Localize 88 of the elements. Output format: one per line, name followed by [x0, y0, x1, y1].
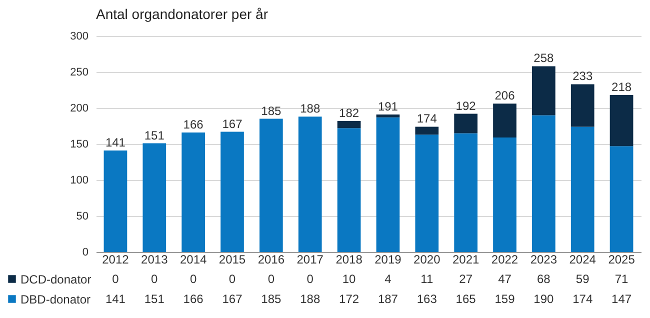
- y-tick-label: 150: [70, 138, 88, 150]
- total-label: 185: [261, 104, 282, 118]
- x-tick-label: 2013: [141, 252, 168, 266]
- bar: [220, 132, 244, 252]
- bar: [532, 115, 556, 252]
- bar: [454, 114, 478, 134]
- x-tick-label: 2024: [569, 252, 596, 266]
- y-tick-label: 100: [70, 174, 88, 186]
- data-label: 0: [306, 272, 314, 286]
- legend-label: DCD-donator: [20, 272, 92, 286]
- bar: [376, 114, 400, 118]
- legend-label: DBD-donator: [20, 292, 91, 306]
- bar: [493, 138, 516, 252]
- y-tick-label: 50: [76, 210, 88, 222]
- bar: [415, 126, 439, 135]
- y-tick-label: 0: [82, 246, 88, 258]
- total-label: 258: [534, 51, 554, 66]
- data-label: 185: [261, 292, 282, 306]
- data-label: 0: [268, 272, 275, 286]
- data-label: 0: [190, 272, 197, 286]
- total-label: 233: [572, 69, 593, 84]
- data-label: 10: [342, 272, 356, 286]
- bar: [182, 132, 205, 252]
- bar: [570, 84, 594, 127]
- data-label: 59: [576, 272, 590, 286]
- data-label: 71: [614, 272, 629, 286]
- bar: [298, 116, 322, 252]
- bar: [260, 118, 283, 252]
- data-label: 0: [228, 272, 236, 286]
- data-label: 0: [112, 272, 120, 286]
- x-tick-label: 2019: [374, 252, 402, 266]
- x-tick-label: 2023: [530, 252, 558, 266]
- data-label: 47: [498, 272, 512, 286]
- total-label: 141: [105, 135, 126, 150]
- total-label: 206: [494, 88, 516, 103]
- total-label: 192: [456, 98, 476, 113]
- bar: [415, 134, 439, 252]
- chart-title: Antal organdonatorer per år: [96, 6, 268, 22]
- bar: [104, 150, 128, 252]
- x-tick-label: 2017: [296, 252, 324, 266]
- data-label: 0: [151, 272, 158, 286]
- total-label: 151: [144, 128, 165, 142]
- data-label: 167: [222, 292, 243, 306]
- x-tick-label: 2015: [218, 252, 246, 266]
- bar: [570, 126, 594, 252]
- data-label: 188: [300, 292, 320, 306]
- data-label: 4: [384, 272, 392, 286]
- data-label: 163: [416, 292, 438, 306]
- bar: [532, 66, 556, 116]
- bar: [610, 146, 634, 252]
- bar: [142, 143, 166, 252]
- data-label: 151: [144, 292, 165, 306]
- total-label: 188: [300, 102, 320, 116]
- bar: [454, 133, 478, 252]
- data-label: 190: [534, 292, 554, 306]
- total-label: 182: [339, 106, 360, 120]
- total-label: 218: [612, 80, 632, 94]
- x-tick-label: 2014: [180, 252, 207, 266]
- data-label: 27: [459, 272, 473, 286]
- bar: [337, 128, 361, 252]
- x-tick-label: 2018: [336, 252, 363, 266]
- data-label: 172: [339, 292, 360, 306]
- data-label: 187: [378, 292, 398, 306]
- x-tick-label: 2025: [608, 252, 636, 266]
- x-tick-label: 2021: [452, 252, 480, 266]
- bar: [376, 117, 400, 252]
- data-label: 68: [537, 272, 551, 286]
- total-label: 166: [183, 117, 204, 132]
- total-label: 174: [416, 112, 438, 126]
- data-label: 11: [420, 272, 434, 286]
- y-tick-label: 200: [70, 102, 88, 114]
- y-tick-label: 250: [70, 66, 88, 78]
- x-tick-label: 2016: [258, 252, 285, 266]
- total-label: 191: [378, 99, 398, 114]
- x-tick-label: 2022: [491, 252, 518, 266]
- x-tick-label: 2020: [414, 252, 441, 266]
- x-tick-label: 2012: [102, 252, 130, 266]
- y-tick-label: 300: [70, 30, 88, 42]
- data-label: 165: [456, 292, 476, 306]
- data-label: 159: [494, 292, 516, 306]
- total-label: 167: [222, 116, 243, 131]
- data-label: 147: [612, 292, 632, 306]
- bar: [610, 95, 634, 146]
- data-label: 174: [572, 292, 593, 306]
- data-label: 166: [183, 292, 204, 306]
- bar: [337, 120, 361, 128]
- bar: [493, 104, 516, 138]
- data-label: 141: [105, 292, 126, 306]
